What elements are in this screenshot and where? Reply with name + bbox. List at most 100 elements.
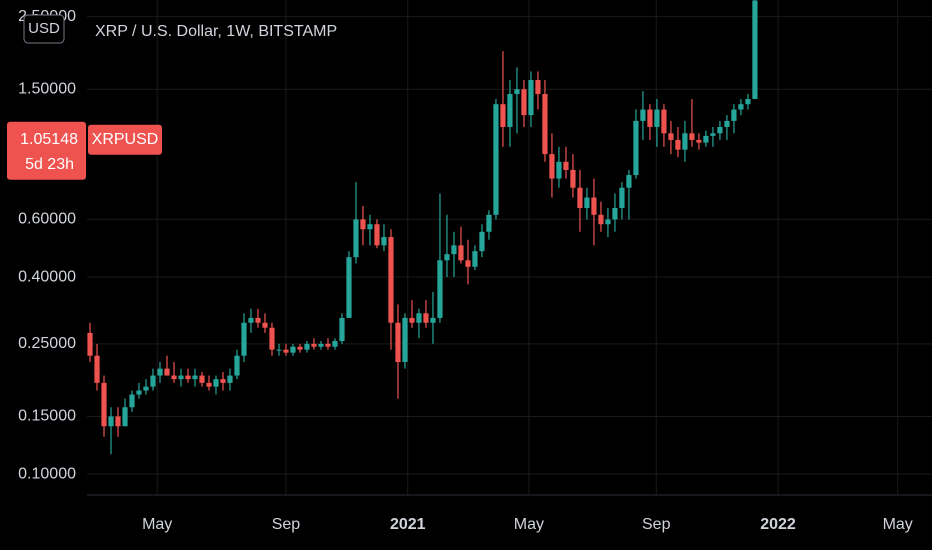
price-badge [7,121,86,180]
candle-body [612,208,618,220]
candle-body [255,317,261,323]
candle-body [402,317,408,363]
candle-body [136,390,142,395]
candle-body [325,343,331,347]
candle-body [332,341,338,347]
candle-body [129,394,135,408]
price-badges: 1.05148 5d 23h XRPUSD [7,121,162,180]
candle-body [563,161,569,170]
y-tick-label: 0.25000 [18,335,76,352]
candle-body [598,214,604,225]
candle-body [353,219,359,258]
candle-body [234,355,240,376]
candle-body [339,317,345,342]
candle-body [241,322,247,356]
candle-body [493,104,499,215]
x-tick-label: May [514,516,544,533]
x-tick-label: May [142,516,172,533]
candle-body [395,322,401,363]
candle-body [87,332,93,356]
candle-body [668,133,674,140]
candle-body [549,154,555,179]
candle-body [486,214,492,232]
currency-badge[interactable]: USD [23,14,65,44]
candle-body [528,80,534,116]
candle-body [157,368,163,376]
candle-body [654,109,660,127]
candle-body [458,245,464,261]
candle-body [206,382,212,387]
candle-body [591,197,597,215]
symbol-label: XRPUSD [92,131,159,148]
candle-body [199,375,205,383]
candle-body [94,355,100,383]
candle-body [514,89,520,95]
currency-box[interactable] [23,14,65,44]
candle-body [115,416,121,427]
candle-body [619,187,625,209]
currency-label[interactable]: USD [28,20,60,37]
candle-body [122,407,128,427]
candle-body [108,416,114,427]
candle-body [374,224,380,246]
candle-body [570,169,576,188]
candle-body [507,94,513,127]
candle-body [423,313,429,323]
candle-body [416,313,422,323]
symbol-badge [88,124,162,155]
candle-body [185,375,191,380]
candle-body [451,245,457,255]
candle-body [584,197,590,209]
candle-body [647,109,653,127]
axes: 0.10000 0.15000 0.25000 0.40000 0.60000 1.500… [18,8,932,533]
candle-body [318,343,324,347]
candle-body [696,139,702,143]
candle-body [248,317,254,323]
y-tick-label: 0.15000 [18,408,76,425]
candle-body [500,104,506,127]
candle-body [605,219,611,225]
candle-body [703,135,709,143]
candle-body [577,187,583,209]
candle-body [542,94,548,155]
candle-body [290,346,296,353]
candle-body [556,161,562,179]
x-tick-label: 2021 [390,516,426,533]
candle-body [465,260,471,267]
chart-title: XRP / U.S. Dollar, 1W, BITSTAMP [95,23,337,40]
candle-body [227,375,233,383]
candle-body [472,251,478,267]
candle-body [724,120,730,127]
candle-body [675,139,681,150]
candle-body [220,379,226,383]
candle-body [479,231,485,252]
candle-body [262,322,268,328]
y-tick-label: 0.60000 [18,211,76,228]
candle-body [682,133,688,150]
y-tick-label: 0.40000 [18,268,76,285]
candle-body [640,109,646,121]
candle-body [752,0,758,100]
candle-body [444,254,450,261]
candle-body [283,349,289,353]
candle-body [521,89,527,116]
candle-body [192,375,198,380]
candle-body [346,257,352,318]
candle-body [626,175,632,188]
candle-body [360,219,366,230]
candle-body [717,126,723,134]
candle-body [276,349,282,351]
y-tick-label: 1.50000 [18,80,76,97]
candle-body [437,260,443,318]
candle-body [164,368,170,376]
candle-body [388,237,394,323]
candle-body [311,343,317,347]
candle-body [143,386,149,391]
candle-body [745,99,751,105]
candle-body [213,379,219,387]
x-tick-label: Sep [642,516,671,533]
candle-body [150,375,156,387]
candle-body [381,237,387,246]
